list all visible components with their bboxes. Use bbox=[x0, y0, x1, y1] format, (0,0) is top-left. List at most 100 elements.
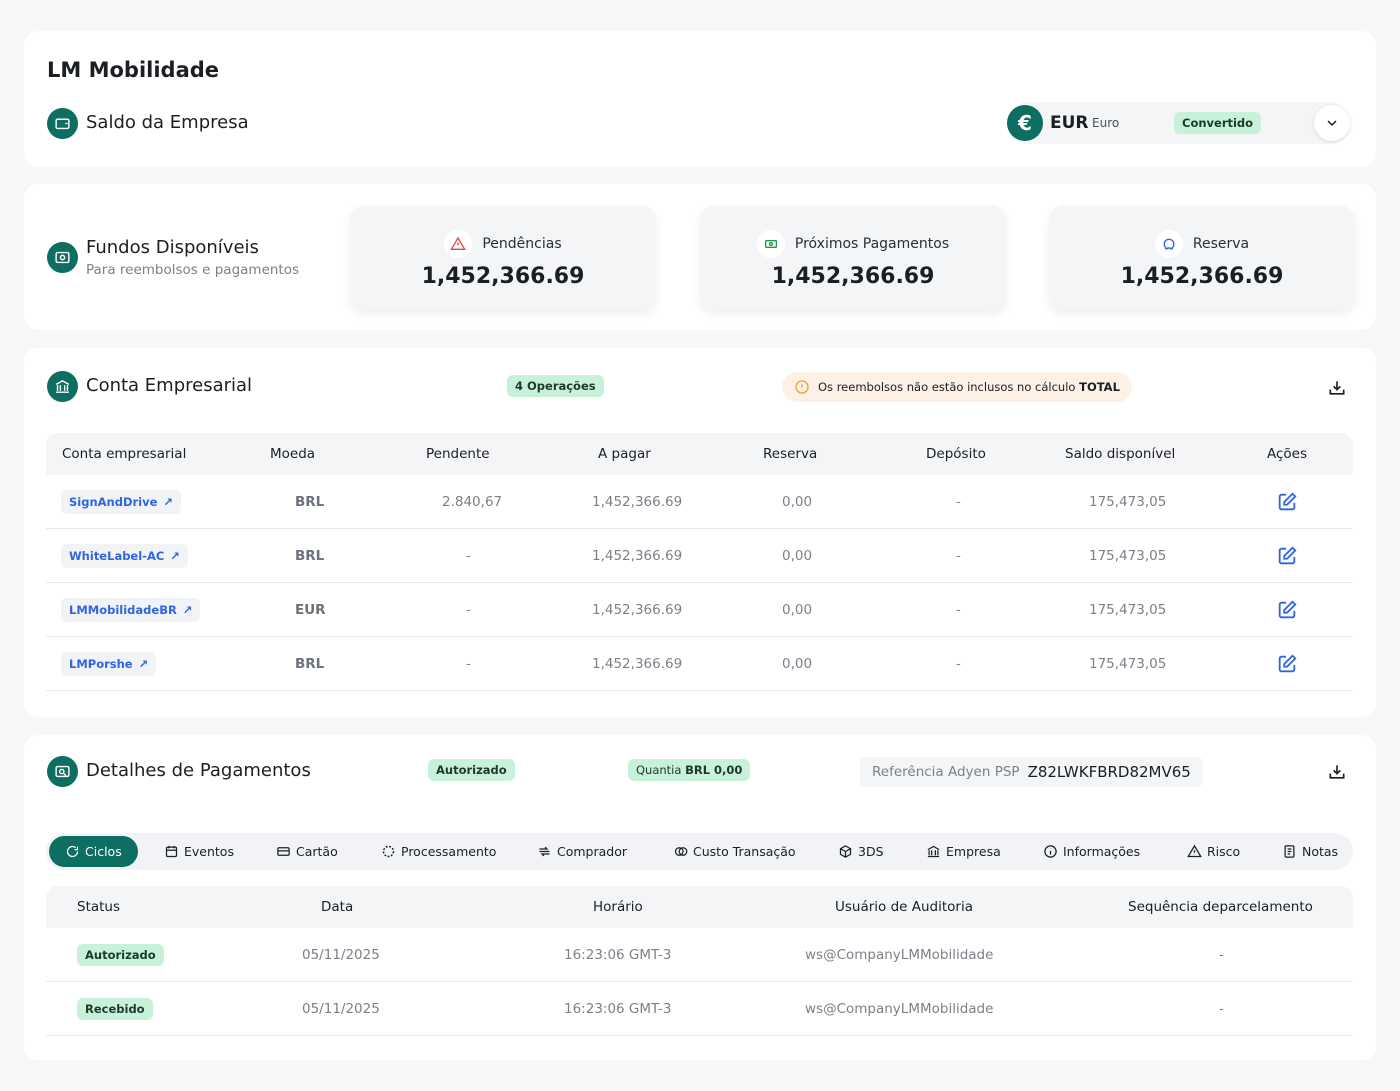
tab-ciclos[interactable]: Ciclos bbox=[49, 836, 138, 867]
loader-icon bbox=[382, 845, 395, 858]
cell-user: ws@CompanyLMMobilidade bbox=[805, 947, 994, 963]
edit-icon[interactable] bbox=[1276, 545, 1298, 567]
balance-title: Saldo da Empresa bbox=[86, 112, 249, 133]
cell-reserve: 0,00 bbox=[782, 548, 813, 564]
notice-text: Os reembolsos não estão inclusos no cálc… bbox=[818, 380, 1076, 394]
cell-deposit: - bbox=[956, 548, 961, 564]
external-link-icon: ↗ bbox=[170, 549, 180, 563]
cell-pending: - bbox=[466, 656, 471, 672]
cell-available: 175,473,05 bbox=[1089, 656, 1167, 672]
status-badge: Autorizado bbox=[428, 759, 515, 781]
notice-bold: TOTAL bbox=[1079, 380, 1120, 394]
business-account-table: Conta empresarial Moeda Pendente A pagar… bbox=[46, 433, 1353, 691]
stat-reserve: Reserva 1,452,366.69 bbox=[1049, 206, 1355, 310]
column-header: Conta empresarial bbox=[62, 446, 187, 462]
edit-icon[interactable] bbox=[1276, 599, 1298, 621]
download-icon[interactable] bbox=[1324, 759, 1350, 785]
cell-pending: - bbox=[466, 602, 471, 618]
notes-icon bbox=[1284, 845, 1295, 858]
operations-badge: 4 Operações bbox=[507, 375, 604, 397]
column-header: Horário bbox=[593, 899, 643, 915]
cell-sequence: - bbox=[1219, 947, 1224, 963]
edit-icon[interactable] bbox=[1276, 653, 1298, 675]
info-icon bbox=[1044, 845, 1057, 858]
funds-title: Fundos Disponíveis bbox=[86, 237, 259, 258]
cell-reserve: 0,00 bbox=[782, 656, 813, 672]
cube-icon bbox=[839, 845, 852, 858]
tab-3ds[interactable]: 3DS bbox=[838, 836, 884, 867]
payment-cycle-table: Status Data Horário Usuário de Auditoria… bbox=[46, 886, 1353, 1036]
column-header: Sequência deparcelamento bbox=[1128, 899, 1313, 915]
cell-reserve: 0,00 bbox=[782, 602, 813, 618]
cell-pending: - bbox=[466, 548, 471, 564]
stat-pending: Pendências 1,452,366.69 bbox=[350, 206, 656, 310]
external-link-icon: ↗ bbox=[138, 657, 149, 671]
cell-sequence: - bbox=[1219, 1001, 1224, 1017]
tab-eventos[interactable]: Eventos bbox=[164, 836, 234, 867]
payment-search-icon bbox=[47, 756, 78, 787]
available-funds-card: Fundos Disponíveis Para reembolsos e pag… bbox=[24, 184, 1376, 330]
tab-informacoes[interactable]: Informações bbox=[1043, 836, 1140, 867]
stat-value: 1,452,366.69 bbox=[1120, 264, 1284, 289]
account-title: Conta Empresarial bbox=[86, 375, 253, 396]
warning-icon bbox=[1187, 844, 1202, 858]
stat-value: 1,452,366.69 bbox=[421, 264, 585, 289]
column-header: Usuário de Auditoria bbox=[835, 899, 973, 915]
column-header: Saldo disponível bbox=[1065, 446, 1176, 462]
card-icon bbox=[277, 847, 290, 856]
reference-value: Z82LWKFBRD82MV65 bbox=[1027, 763, 1191, 781]
company-name: LM Mobilidade bbox=[47, 58, 220, 82]
tab-cartao[interactable]: Cartão bbox=[276, 836, 338, 867]
table-header: Status Data Horário Usuário de Auditoria… bbox=[46, 886, 1353, 928]
chevron-down-icon[interactable] bbox=[1314, 105, 1350, 141]
cell-date: 05/11/2025 bbox=[302, 1001, 380, 1017]
column-header: Reserva bbox=[763, 446, 818, 462]
buyer-icon bbox=[539, 846, 550, 857]
cell-user: ws@CompanyLMMobilidade bbox=[805, 1001, 994, 1017]
tab-empresa[interactable]: Empresa bbox=[926, 836, 1001, 867]
table-row: LMMobilidadeBR ↗ EUR - 1,452,366.69 0,00 … bbox=[46, 583, 1353, 637]
column-header: Data bbox=[321, 899, 354, 915]
download-icon[interactable] bbox=[1324, 375, 1350, 401]
company-balance-card: LM Mobilidade Saldo da Empresa € EUR Eur… bbox=[24, 31, 1376, 167]
cell-to-pay: 1,452,366.69 bbox=[592, 548, 683, 564]
amount-badge: Quantia BRL 0,00 bbox=[628, 759, 751, 781]
account-link[interactable]: LMPorshe ↗ bbox=[61, 652, 157, 676]
cell-available: 175,473,05 bbox=[1089, 548, 1167, 564]
cell-deposit: - bbox=[956, 656, 961, 672]
edit-icon[interactable] bbox=[1276, 491, 1298, 513]
cell-deposit: - bbox=[956, 602, 961, 618]
cell-reserve: 0,00 bbox=[782, 494, 813, 510]
cell-time: 16:23:06 GMT-3 bbox=[564, 947, 672, 963]
funds-subtitle: Para reembolsos e pagamentos bbox=[86, 262, 300, 278]
cell-to-pay: 1,452,366.69 bbox=[592, 602, 683, 618]
account-link[interactable]: LMMobilidadeBR ↗ bbox=[61, 598, 201, 622]
reference-label: Referência Adyen PSP bbox=[872, 764, 1020, 780]
tab-risco[interactable]: Risco bbox=[1187, 836, 1240, 867]
business-account-card: Conta Empresarial 4 Operações Os reembol… bbox=[24, 348, 1376, 717]
tab-custo-transacao[interactable]: Custo Transação bbox=[673, 836, 796, 867]
table-row: WhiteLabel-AC ↗ BRL - 1,452,366.69 0,00 -… bbox=[46, 529, 1353, 583]
funds-icon bbox=[47, 242, 78, 273]
stat-upcoming-payments: Próximos Pagamentos 1,452,366.69 bbox=[700, 206, 1006, 310]
amount-label: Quantia bbox=[636, 763, 682, 777]
totals-notice: Os reembolsos não estão inclusos no cálc… bbox=[782, 372, 1132, 402]
table-row: Autorizado 05/11/2025 16:23:06 GMT-3 ws@… bbox=[46, 928, 1353, 982]
cell-available: 175,473,05 bbox=[1089, 494, 1167, 510]
cell-currency: BRL bbox=[295, 548, 325, 564]
column-header: Ações bbox=[1267, 446, 1308, 462]
tab-processamento[interactable]: Processamento bbox=[381, 836, 496, 867]
cell-deposit: - bbox=[956, 494, 961, 510]
piggy-bank-icon bbox=[1154, 230, 1183, 258]
converted-badge: Convertido bbox=[1174, 112, 1262, 134]
payments-title: Detalhes de Pagamentos bbox=[86, 760, 311, 781]
currency-selector[interactable]: € EUR Euro Convertido bbox=[1007, 102, 1350, 144]
cell-available: 175,473,05 bbox=[1089, 602, 1167, 618]
account-link[interactable]: WhiteLabel-AC ↗ bbox=[61, 544, 188, 568]
account-link[interactable]: SignAndDrive ↗ bbox=[61, 490, 182, 514]
tab-comprador[interactable]: Comprador bbox=[537, 836, 627, 867]
stat-label: Pendências bbox=[482, 236, 562, 252]
tab-notas[interactable]: Notas bbox=[1282, 836, 1338, 867]
amount-value: BRL 0,00 bbox=[685, 763, 743, 777]
cell-date: 05/11/2025 bbox=[302, 947, 380, 963]
